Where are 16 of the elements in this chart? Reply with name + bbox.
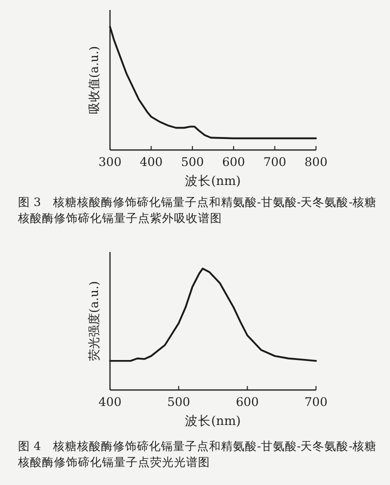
x-tick-label: 400 (98, 395, 122, 409)
x-axis-title: 波长(nm) (185, 173, 241, 188)
x-tick-label: 400 (140, 155, 163, 169)
x-tick-label: 500 (180, 155, 204, 169)
y-axis-title: 吸收值(a.u.) (87, 46, 101, 114)
x-tick-label: 600 (236, 395, 259, 409)
x-tick-label: 500 (167, 395, 190, 409)
caption: 图 4 核糖核酸酶修饰碲化镉量子点和精氨酸-甘氨酸-天冬氨酸-核糖核酸酶修饰碲化镉量子点荧光光谱图 (17, 438, 378, 470)
x-tick-label: 700 (263, 155, 286, 169)
y-axis-title: 荧光强度(a.u.) (87, 281, 101, 361)
x-axis-title: 波长(nm) (185, 413, 241, 428)
x-tick-label: 700 (304, 395, 328, 409)
x-tick-label: 800 (304, 155, 328, 169)
caption: 图 3 核糖核酸酶修饰碲化镉量子点和精氨酸-甘氨酸-天冬氨酸-核糖核酸酶修饰碲化镉量子点紫外吸收谱图 (17, 194, 378, 226)
x-tick-label: 300 (98, 155, 122, 169)
x-tick-label: 600 (222, 155, 246, 169)
